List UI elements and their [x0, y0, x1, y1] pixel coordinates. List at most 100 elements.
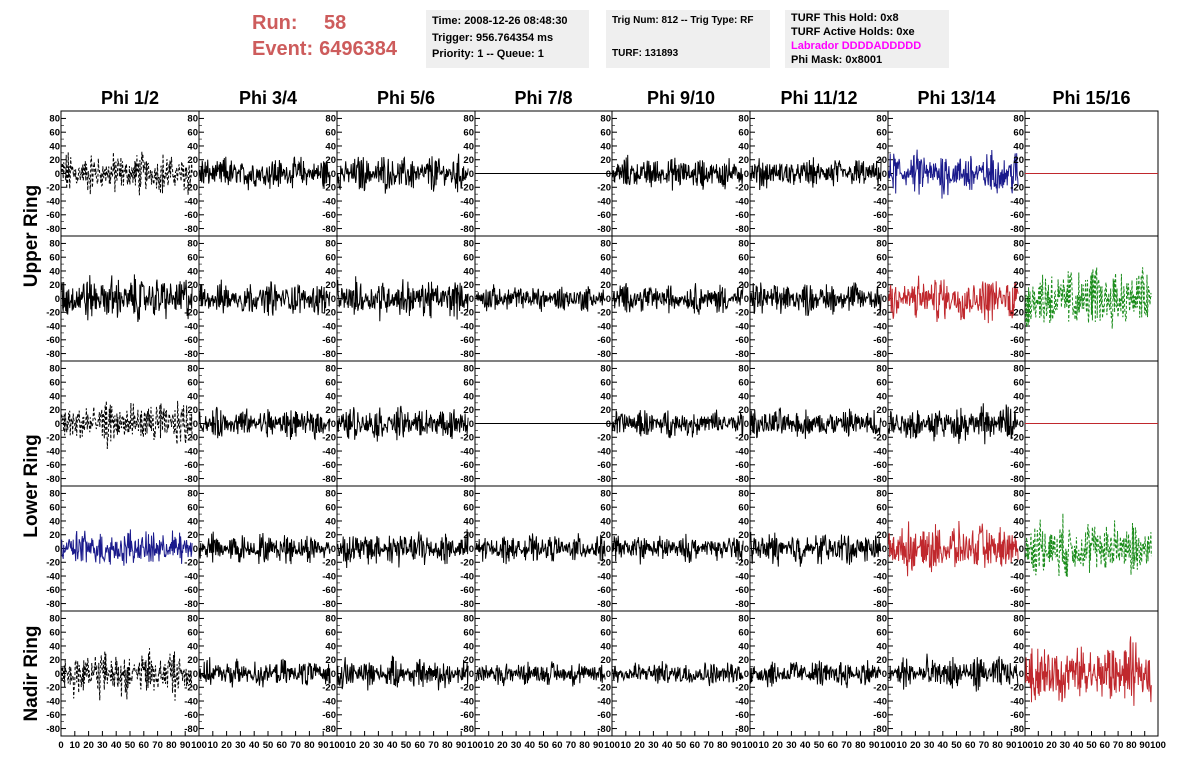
- y-tick-label: 60: [600, 378, 611, 389]
- waveform-trace: [750, 407, 882, 439]
- x-tick-label: 80: [1126, 740, 1137, 751]
- y-tick-label: 0: [1019, 669, 1024, 680]
- waveform-trace: [199, 156, 331, 191]
- y-tick-label: -20: [873, 558, 887, 569]
- y-tick-label: 80: [600, 614, 611, 625]
- x-tick-label: 30: [97, 740, 108, 751]
- y-tick-label: 80: [1013, 239, 1024, 250]
- x-tick-label: 10: [346, 740, 357, 751]
- y-tick-label: 20: [738, 155, 749, 166]
- column-header: Phi 3/4: [239, 88, 297, 108]
- trig-num-line: Trig Num: 812 -- Trig Type: RF: [612, 15, 754, 26]
- y-tick-label: -60: [1010, 585, 1024, 596]
- y-tick-label: -60: [1010, 335, 1024, 346]
- y-tick-label: 40: [600, 391, 611, 402]
- y-tick-label: 40: [600, 641, 611, 652]
- y-tick-label: -20: [460, 433, 474, 444]
- y-tick-label: -20: [322, 308, 336, 319]
- y-tick-label: 60: [187, 128, 198, 139]
- y-tick-label: 80: [463, 239, 474, 250]
- y-tick-label: 40: [49, 391, 60, 402]
- y-tick-label: 20: [738, 280, 749, 291]
- y-tick-label: -40: [184, 321, 198, 332]
- y-tick-label: 20: [187, 530, 198, 541]
- y-tick-label: 80: [325, 364, 336, 375]
- turf-hold-line: TURF This Hold: 0x8: [791, 12, 899, 24]
- y-tick-label: 40: [187, 391, 198, 402]
- y-tick-label: 40: [187, 141, 198, 152]
- y-tick-label: -20: [735, 183, 749, 194]
- y-tick-label: -40: [46, 321, 60, 332]
- y-tick-label: 0: [469, 419, 474, 430]
- y-tick-label: -40: [597, 696, 611, 707]
- y-tick-label: -60: [46, 460, 60, 471]
- waveform-trace: [337, 276, 469, 322]
- y-tick-label: 20: [1013, 155, 1024, 166]
- y-tick-label: 40: [600, 266, 611, 277]
- waveform-trace: [612, 154, 744, 191]
- y-tick-label: 60: [49, 503, 60, 514]
- y-tick-label: 60: [600, 628, 611, 639]
- y-tick-label: 60: [463, 628, 474, 639]
- y-tick-label: 60: [49, 253, 60, 264]
- priority-line: Priority: 1 -- Queue: 1: [432, 48, 544, 60]
- y-tick-label: 20: [600, 530, 611, 541]
- y-tick-label: -40: [322, 196, 336, 207]
- y-tick-label: -20: [184, 683, 198, 694]
- y-tick-label: 60: [1013, 128, 1024, 139]
- y-tick-label: -20: [1010, 433, 1024, 444]
- y-tick-label: -20: [735, 433, 749, 444]
- y-tick-label: -20: [597, 433, 611, 444]
- y-tick-label: -60: [460, 460, 474, 471]
- x-tick-label: 50: [125, 740, 136, 751]
- y-tick-label: 80: [325, 239, 336, 250]
- y-tick-label: -60: [460, 210, 474, 221]
- x-tick-label: 30: [786, 740, 797, 751]
- x-tick-label: 80: [579, 740, 590, 751]
- x-tick-label: 60: [139, 740, 150, 751]
- y-tick-label: 80: [1013, 114, 1024, 125]
- y-tick-label: -40: [597, 446, 611, 457]
- y-tick-label: 20: [463, 405, 474, 416]
- y-tick-label: 20: [738, 655, 749, 666]
- y-tick-label: 0: [606, 419, 611, 430]
- y-tick-label: 40: [876, 516, 887, 527]
- y-tick-label: 40: [738, 641, 749, 652]
- y-tick-label: 0: [744, 419, 749, 430]
- y-tick-label: 80: [463, 614, 474, 625]
- turf-line: TURF: 131893: [612, 47, 679, 59]
- x-tick-label: 90: [1006, 740, 1017, 751]
- y-tick-label: 40: [187, 266, 198, 277]
- y-tick-label: 20: [876, 280, 887, 291]
- waveform-trace: [888, 149, 1019, 199]
- y-tick-label: 80: [187, 364, 198, 375]
- y-tick-label: -20: [735, 558, 749, 569]
- x-tick-label: 70: [428, 740, 439, 751]
- waveform-trace: [199, 406, 331, 441]
- y-tick-label: 0: [744, 294, 749, 305]
- y-tick-label: 20: [600, 155, 611, 166]
- x-tick-label: 30: [648, 740, 659, 751]
- y-tick-label: 60: [738, 378, 749, 389]
- y-tick-label: 80: [876, 614, 887, 625]
- y-tick-label: -80: [735, 724, 749, 735]
- y-tick-label: 0: [331, 294, 336, 305]
- y-tick-label: -60: [46, 585, 60, 596]
- column-header: Phi 1/2: [101, 88, 159, 108]
- event-value: 6496384: [319, 38, 397, 60]
- y-tick-label: 0: [882, 419, 887, 430]
- run-label: Run:: [252, 12, 298, 34]
- y-tick-label: -20: [873, 308, 887, 319]
- y-tick-label: -20: [1010, 308, 1024, 319]
- y-tick-label: 40: [325, 141, 336, 152]
- y-tick-label: 40: [463, 516, 474, 527]
- y-tick-label: 40: [1013, 266, 1024, 277]
- y-tick-label: 0: [882, 544, 887, 555]
- y-tick-label: 0: [331, 544, 336, 555]
- y-tick-label: 20: [463, 155, 474, 166]
- y-tick-label: -60: [873, 710, 887, 721]
- y-tick-label: -60: [184, 335, 198, 346]
- waveform-trace: [750, 157, 882, 191]
- y-tick-label: 20: [187, 405, 198, 416]
- y-tick-label: 40: [49, 516, 60, 527]
